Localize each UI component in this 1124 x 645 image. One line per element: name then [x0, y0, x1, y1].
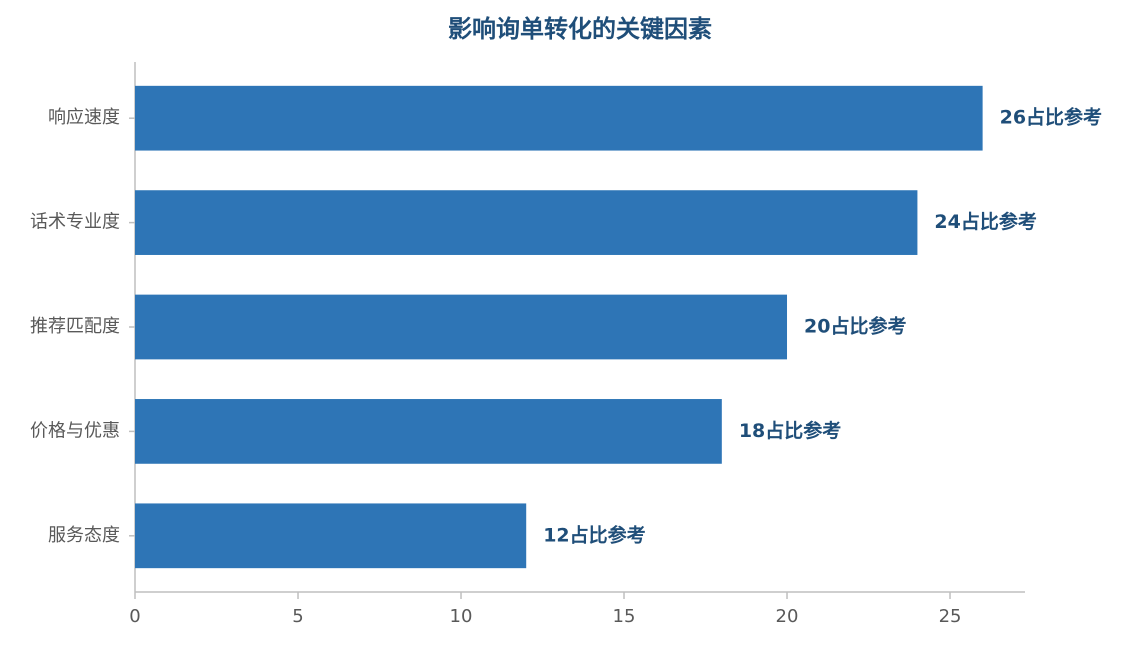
x-tick-label: 20 — [776, 606, 799, 627]
y-tick-label: 价格与优惠 — [30, 420, 120, 441]
bar — [135, 294, 788, 360]
x-tick-label: 10 — [450, 606, 473, 627]
data-label: 18占比参考 — [739, 419, 841, 442]
x-tick-label: 5 — [292, 606, 303, 627]
data-label: 24占比参考 — [934, 210, 1036, 233]
data-label: 12占比参考 — [543, 523, 645, 546]
x-tick-label: 25 — [939, 606, 962, 627]
data-label: 26占比参考 — [1000, 106, 1102, 129]
y-tick-label: 服务态度 — [48, 525, 120, 546]
bar — [135, 503, 527, 569]
y-tick-label: 响应速度 — [48, 107, 120, 128]
y-tick-label: 话术专业度 — [30, 212, 120, 233]
x-tick-label: 0 — [129, 606, 140, 627]
data-label: 20占比参考 — [804, 315, 906, 338]
bar — [135, 85, 983, 151]
x-tick-label: 15 — [613, 606, 636, 627]
bar — [135, 190, 918, 255]
y-tick-label: 推荐匹配度 — [30, 316, 120, 337]
chart-title: 影响询单转化的关键因素 — [448, 15, 712, 43]
bar — [135, 399, 722, 464]
